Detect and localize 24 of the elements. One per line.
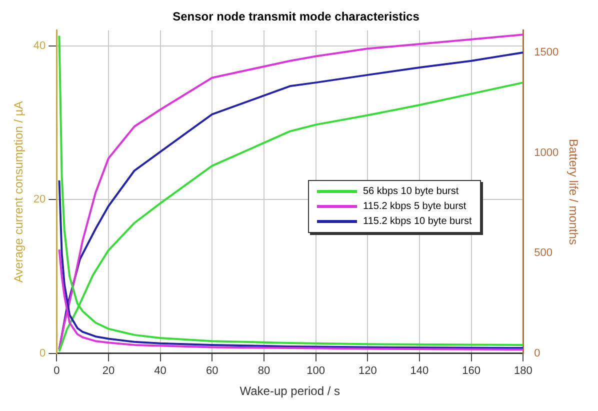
x-tick-label: 120 xyxy=(358,365,377,378)
y2-tick-label: 1000 xyxy=(534,146,559,159)
y-tick-label: 0 xyxy=(40,347,46,360)
y2-tick-label: 500 xyxy=(534,247,552,260)
y-tick-label: 40 xyxy=(33,40,46,52)
x-tick-label: 80 xyxy=(258,365,270,378)
y-tick-label: 20 xyxy=(33,194,46,206)
x-tick-label: 40 xyxy=(154,365,166,378)
x-tick-label: 0 xyxy=(54,365,60,378)
x-tick-label: 140 xyxy=(410,365,429,378)
y2-tick-label: 1500 xyxy=(534,46,559,58)
x-tick-label: 100 xyxy=(306,365,325,378)
x-tick-label: 20 xyxy=(102,365,115,378)
y2-tick-label: 0 xyxy=(534,347,540,360)
y-axis-title: Average current consumption / µA xyxy=(12,101,26,283)
x-axis-title: Wake-up period / s xyxy=(240,384,340,398)
y2-axis-title: Battery life / months xyxy=(566,138,580,245)
legend-label: 56 kbps 10 byte burst xyxy=(363,185,459,199)
x-tick-label: 160 xyxy=(462,365,480,378)
chart-title: Sensor node transmit mode characteristics xyxy=(172,10,420,24)
legend-label: 115.2 kbps 5 byte burst xyxy=(363,200,466,214)
x-tick-label: 180 xyxy=(514,365,532,378)
x-tick-label: 60 xyxy=(206,365,218,378)
legend-label: 115.2 kbps 10 byte burst xyxy=(363,215,472,229)
